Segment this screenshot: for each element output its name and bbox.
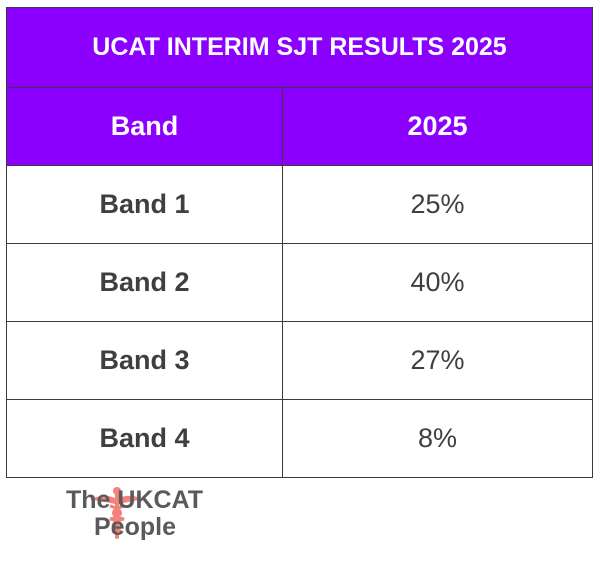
band-cell: Band 3: [6, 321, 283, 400]
band-cell: Band 4: [6, 399, 283, 478]
logo-icon: [90, 487, 144, 539]
logo-text: The UKCAT People: [66, 487, 203, 541]
band-cell: Band 2: [6, 243, 283, 322]
results-table: UCAT INTERIM SJT RESULTS 2025 Band 2025 …: [6, 7, 593, 478]
table-title: UCAT INTERIM SJT RESULTS 2025: [6, 7, 593, 88]
header-cell: Band: [6, 87, 283, 166]
value-cell: 40%: [282, 243, 593, 322]
title-row: UCAT INTERIM SJT RESULTS 2025: [6, 7, 593, 88]
header-cell: 2025: [282, 87, 593, 166]
logo-line: The UKCAT: [66, 486, 204, 514]
value-cell: 25%: [282, 165, 593, 244]
table-row: Band 4 8%: [6, 399, 593, 478]
value-cell: 8%: [282, 399, 593, 478]
table-row: Band 3 27%: [6, 321, 593, 400]
table-row: Band 2 40%: [6, 243, 593, 322]
band-cell: Band 1: [6, 165, 283, 244]
logo-line: People: [94, 513, 176, 541]
value-cell: 27%: [282, 321, 593, 400]
table-row: Band 1 25%: [6, 165, 593, 244]
header-row: Band 2025: [6, 87, 593, 166]
